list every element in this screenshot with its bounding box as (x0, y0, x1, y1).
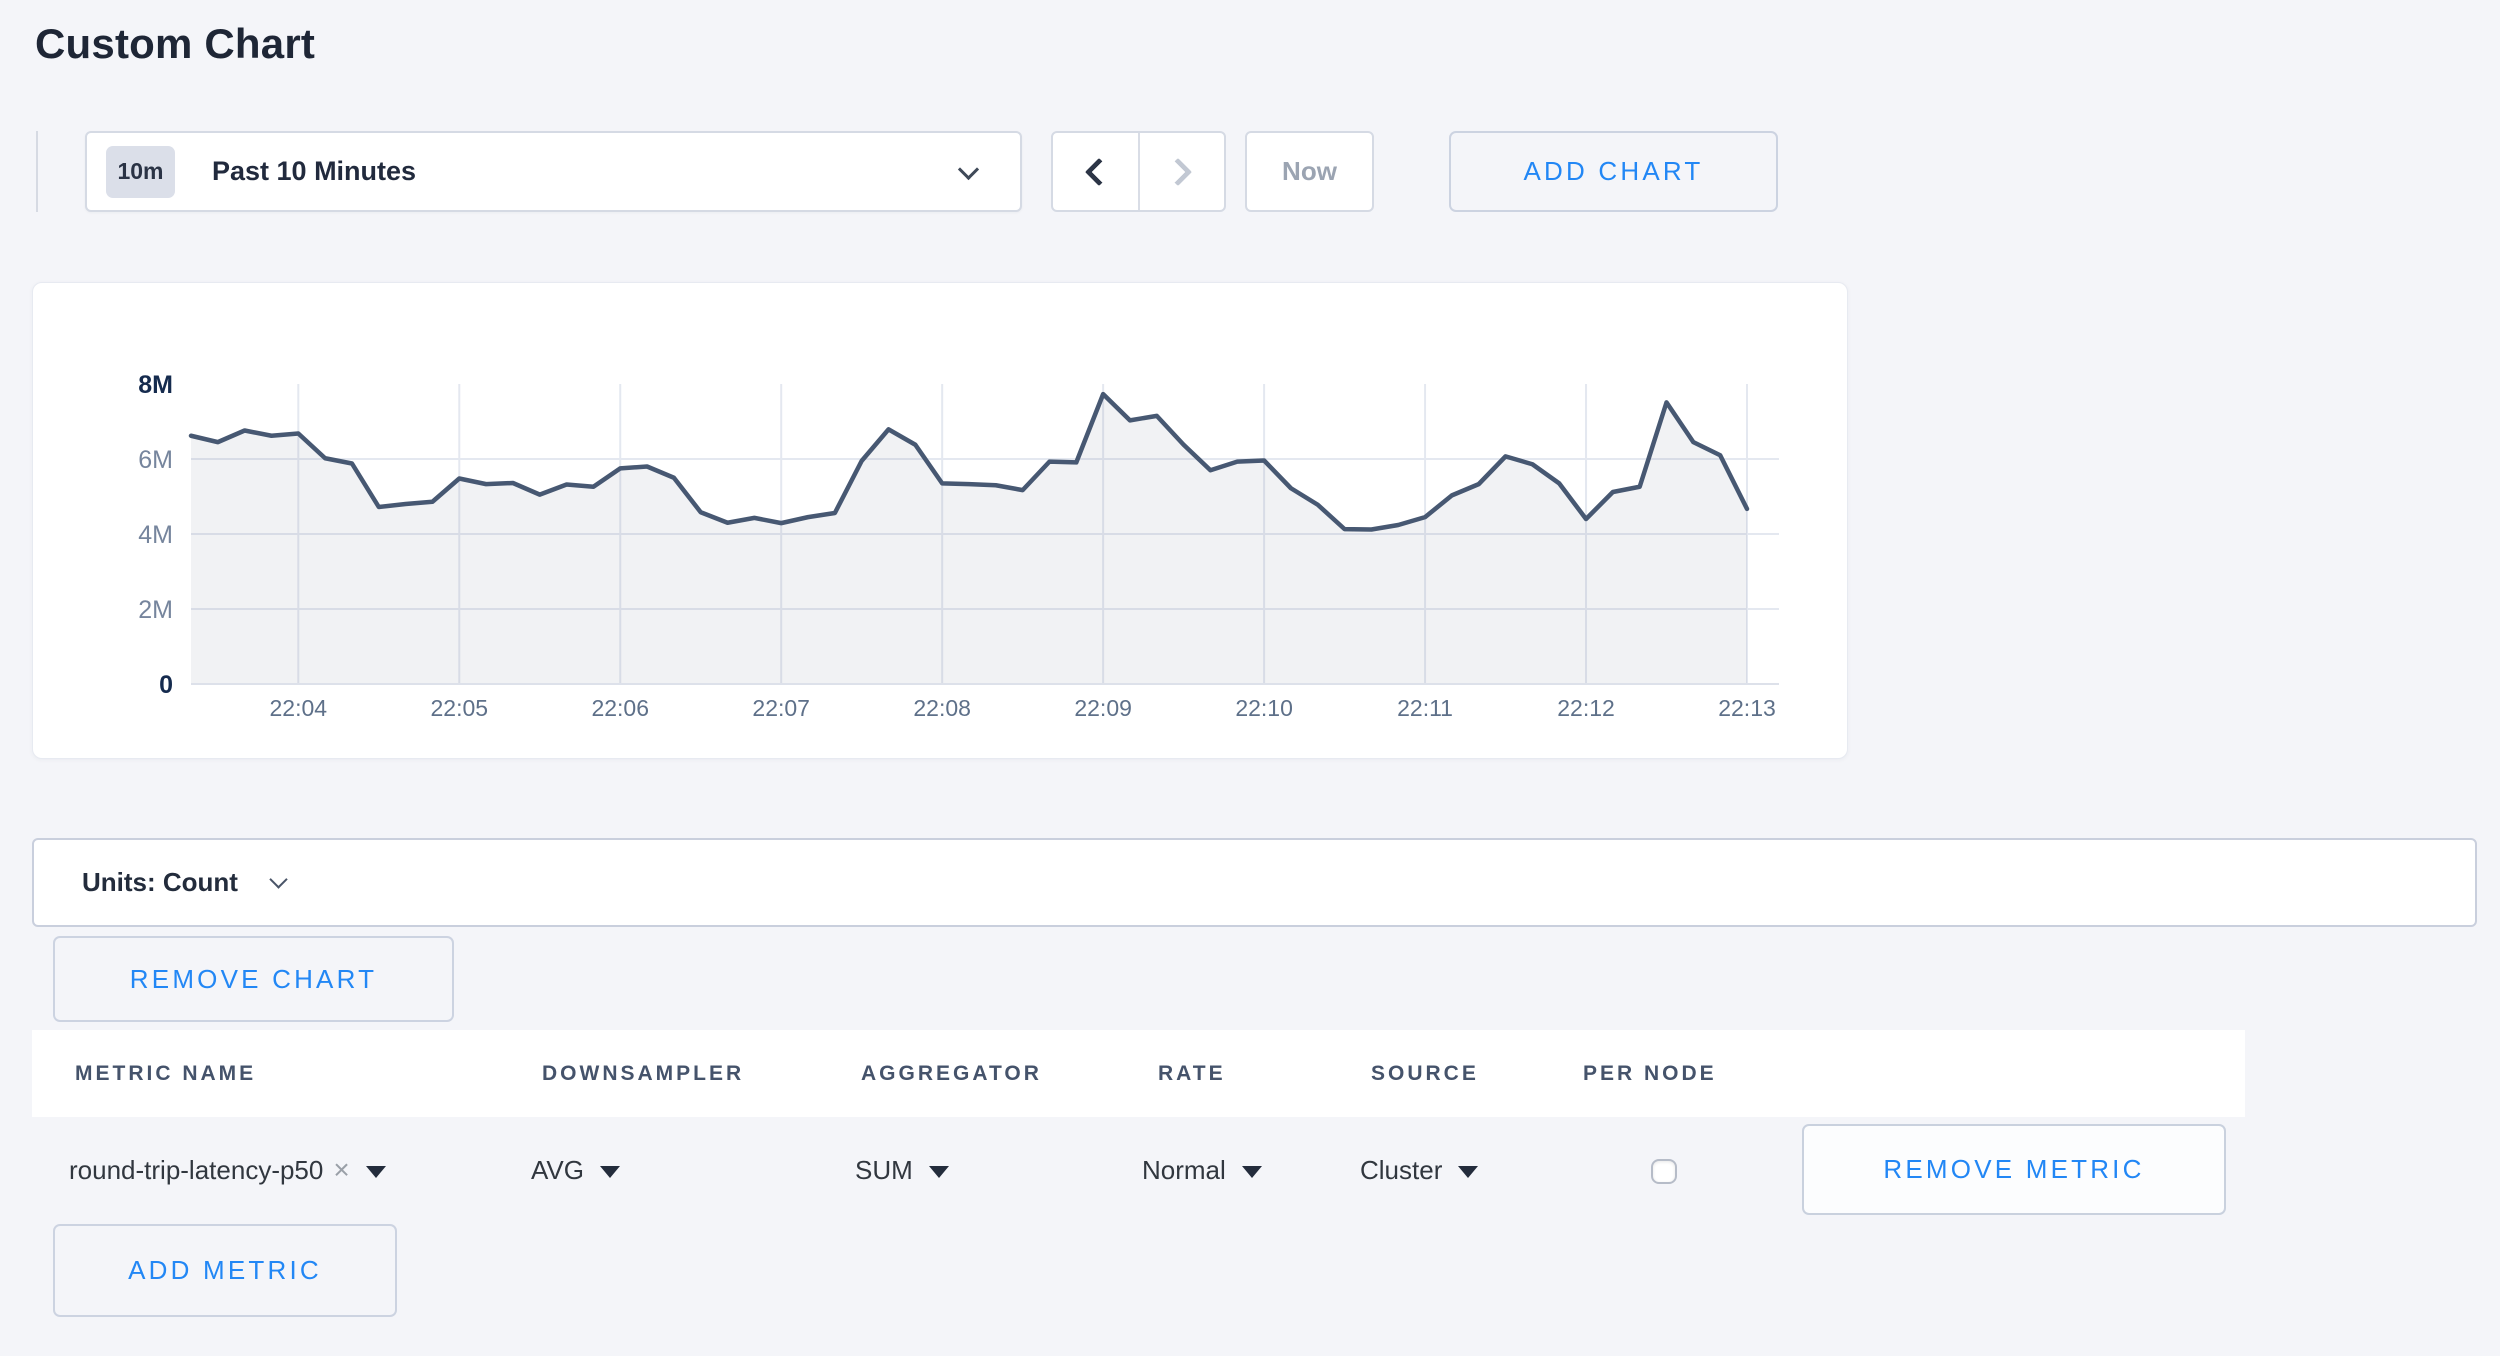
y-axis-label: 6M (138, 446, 173, 474)
units-label: Units: Count (82, 867, 238, 897)
x-axis-label: 22:09 (1074, 695, 1132, 721)
x-axis-label: 22:08 (913, 695, 971, 721)
y-axis-label: 2M (138, 596, 173, 624)
rate-value: Normal (1142, 1154, 1226, 1185)
column-source: SOURCE (1371, 1061, 1479, 1085)
x-axis-label: 22:04 (270, 695, 328, 721)
caret-down-icon (1241, 1166, 1262, 1178)
metric-name-select[interactable]: round-trip-latency-p50 × (69, 1144, 386, 1196)
downsampler-select[interactable]: AVG (531, 1144, 620, 1196)
y-axis-label: 0 (159, 671, 173, 699)
rate-select[interactable]: Normal (1142, 1144, 1262, 1196)
column-per-node: PER NODE (1583, 1061, 1717, 1085)
downsampler-value: AVG (531, 1154, 584, 1185)
timescale-dropdown[interactable]: 10m Past 10 Minutes (85, 131, 1022, 212)
x-axis-label: 22:12 (1557, 695, 1615, 721)
metrics-table-header: METRIC NAME DOWNSAMPLER AGGREGATOR RATE … (32, 1030, 2245, 1117)
timescale-badge: 10m (106, 145, 175, 198)
toolbar-divider (36, 131, 38, 212)
caret-down-icon (1458, 1166, 1479, 1178)
x-axis-label: 22:11 (1397, 695, 1453, 721)
chevron-down-icon (269, 870, 288, 889)
source-value: Cluster (1360, 1154, 1443, 1185)
chart-line (188, 391, 1750, 532)
x-axis-label: 22:07 (752, 695, 810, 721)
x-axis-label: 22:06 (591, 695, 649, 721)
column-downsampler: DOWNSAMPLER (542, 1061, 745, 1085)
caret-down-icon (928, 1166, 949, 1178)
x-axis-label: 22:05 (430, 695, 488, 721)
chart-card: 0 2M 4M 6M 8M 22:04 22:05 22:06 22:07 22:08 22:09 2… (32, 282, 1848, 759)
x-axis-label: 22:10 (1235, 695, 1293, 721)
aggregator-value: SUM (855, 1154, 913, 1185)
next-range-button[interactable] (1140, 133, 1225, 210)
page-title: Custom Chart (35, 20, 316, 67)
chevron-down-icon (957, 158, 980, 181)
clear-metric-icon[interactable]: × (333, 1154, 350, 1185)
y-axis-label: 4M (138, 521, 173, 549)
caret-down-icon (599, 1166, 620, 1178)
metric-name-value: round-trip-latency-p50 (69, 1154, 324, 1185)
column-rate: RATE (1158, 1061, 1226, 1085)
units-dropdown[interactable]: Units: Count (32, 838, 2477, 927)
prev-range-button[interactable] (1053, 133, 1140, 210)
caret-down-icon (365, 1166, 386, 1178)
chevron-left-icon (1085, 157, 1114, 186)
chevron-right-icon (1163, 157, 1192, 186)
y-axis-label: 8M (138, 371, 173, 399)
x-axis-label: 22:13 (1718, 695, 1776, 721)
time-range-nav (1051, 131, 1226, 212)
add-chart-button[interactable]: ADD CHART (1449, 131, 1778, 212)
latency-area-chart[interactable]: 0 2M 4M 6M 8M 22:04 22:05 22:06 22:07 22:08 22:09 2… (33, 283, 1849, 760)
column-metric-name: METRIC NAME (75, 1061, 257, 1085)
timescale-label: Past 10 Minutes (212, 156, 417, 186)
column-aggregator: AGGREGATOR (861, 1061, 1042, 1085)
add-metric-button[interactable]: ADD METRIC (53, 1224, 397, 1317)
now-button[interactable]: Now (1245, 131, 1374, 212)
remove-chart-button[interactable]: REMOVE CHART (53, 936, 454, 1022)
chart-area-fill (191, 394, 1747, 684)
aggregator-select[interactable]: SUM (855, 1144, 949, 1196)
per-node-checkbox[interactable] (1651, 1159, 1677, 1184)
source-select[interactable]: Cluster (1360, 1144, 1479, 1196)
remove-metric-button[interactable]: REMOVE METRIC (1802, 1124, 2226, 1215)
